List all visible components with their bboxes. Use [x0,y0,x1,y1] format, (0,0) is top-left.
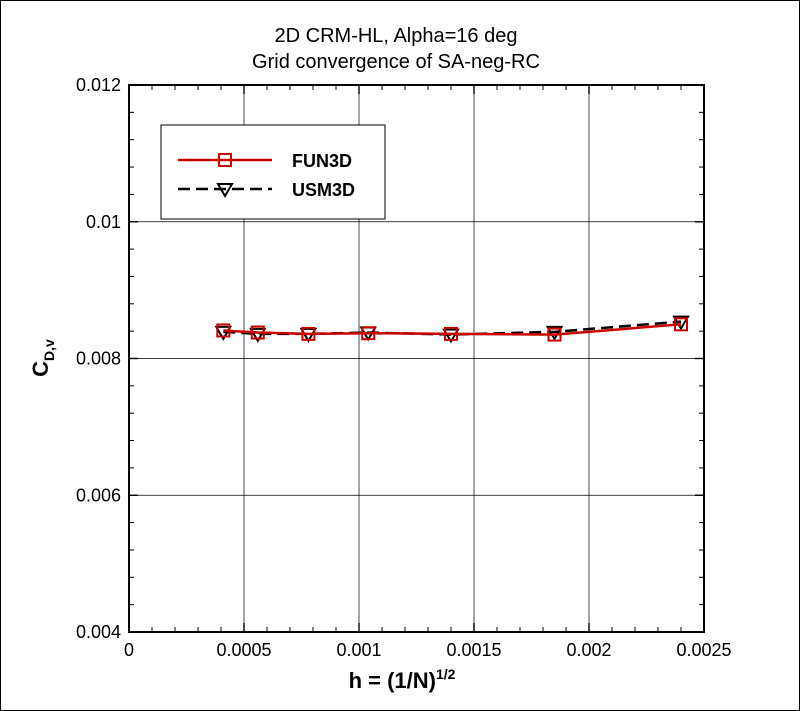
legend-entry-usm3d: USM3D [178,180,355,200]
data-point-fun3d [301,326,316,341]
data-point-fun3d [547,327,562,342]
axis-ticks [128,84,705,633]
y-tick-label: 0.004 [76,622,121,642]
y-axis-label: CD,v [28,339,57,377]
data-point-usm3d [545,325,564,341]
legend-label-usm3d: USM3D [292,180,355,200]
x-tick-label: 0.002 [566,640,611,660]
series-fun3d [216,317,688,342]
data-point-usm3d [249,327,267,343]
axis-tick-labels: 0 0.0005 0.001 0.0015 0.002 0.0025 0.004 0.006 0… [76,75,732,660]
data-point-fun3d [216,323,231,338]
y-axis-label-main: C [28,361,53,377]
x-axis-label-main: h = (1/N) [349,668,436,693]
data-point-usm3d [214,325,233,341]
x-axis-label: h = (1/N)1/2 [349,666,456,693]
data-point-usm3d [672,315,690,331]
x-axis-label-superscript: 1/2 [436,666,456,682]
legend-box [160,124,386,220]
x-tick-label: 0.0005 [216,640,271,660]
y-axis-label-subscript: D,v [41,339,57,361]
chart-title-line-1: 2D CRM-HL, Alpha=16 deg [275,25,518,47]
series-line-fun3d [223,323,682,336]
x-tick-label: 0.0025 [676,640,731,660]
data-point-usm3d [442,328,460,344]
y-tick-label: 0.006 [76,485,121,505]
data-point-fun3d [250,325,265,340]
x-tick-label: 0 [124,640,134,660]
data-point-fun3d [361,326,376,341]
data-point-fun3d [674,317,688,332]
y-tick-label: 0.01 [86,212,121,232]
x-tick-label: 0.001 [336,640,381,660]
series-layer [214,315,690,344]
legend-marker-fun3d [218,153,232,167]
legend-marker-usm3d [216,183,234,198]
y-tick-label: 0.012 [76,75,121,95]
y-tick-label: 0.008 [76,349,121,369]
x-tick-label: 0.0015 [446,640,501,660]
legend-entry-fun3d: FUN3D [178,151,352,171]
legend: FUN3D USM3D [160,124,386,220]
data-point-fun3d [444,326,458,341]
svg-text:CD,v: CD,v [28,339,57,377]
legend-label-fun3d: FUN3D [292,151,352,171]
chart-title-line-2: Grid convergence of SA-neg-RC [252,51,540,73]
legend-entries: FUN3D USM3D [178,151,355,200]
